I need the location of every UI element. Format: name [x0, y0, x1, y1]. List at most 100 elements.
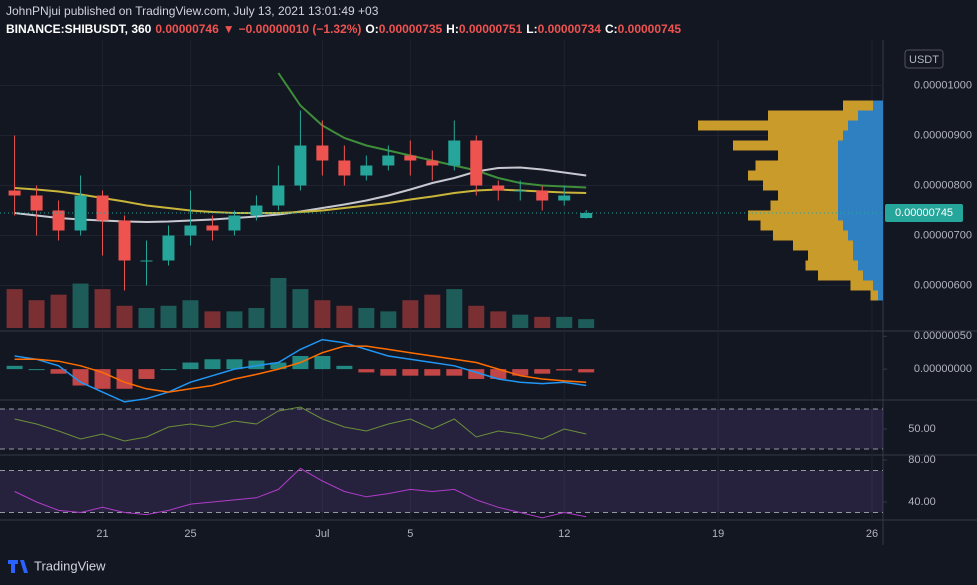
volume-bar	[138, 308, 155, 328]
macd-histogram	[490, 369, 507, 379]
y-tick-label: 50.00	[908, 423, 936, 435]
signal-line	[14, 345, 587, 393]
header-item: O:	[365, 22, 379, 36]
candle-body	[470, 140, 483, 186]
macd-histogram	[446, 369, 463, 376]
volume-bar	[72, 283, 89, 328]
profile-bar	[808, 250, 853, 261]
volume-bar	[512, 314, 529, 328]
symbol-line: BINANCE:SHIBUSDT, 360 0.00000746 ▼ −0.00000…	[6, 22, 685, 36]
header-item: H:	[446, 22, 459, 36]
volume-bar	[402, 300, 419, 328]
profile-bar	[770, 200, 838, 211]
macd-histogram	[534, 369, 551, 374]
candle-body	[536, 190, 549, 201]
volume-bar	[468, 305, 485, 328]
candle-body	[580, 213, 593, 218]
volume-bar	[556, 316, 573, 328]
brand: TradingView	[34, 558, 106, 573]
macd-histogram	[402, 369, 419, 376]
macd-histogram	[512, 369, 529, 376]
last-price-box	[885, 204, 963, 222]
macd-histogram	[226, 359, 243, 370]
value-area-bar	[838, 190, 883, 201]
profile-bar	[748, 210, 838, 221]
header-item: ▼	[222, 22, 235, 36]
candle-body	[96, 195, 109, 221]
profile-bar	[763, 180, 838, 191]
value-area-bar	[848, 230, 883, 241]
header-item: C:	[604, 22, 618, 36]
macd-histogram	[380, 369, 397, 376]
macd-histogram	[336, 365, 353, 370]
volume-bar	[6, 289, 23, 328]
profile-bar	[733, 140, 838, 151]
footer-bar	[0, 548, 977, 585]
y-tick-label: 0.00000800	[914, 179, 972, 191]
candle-body	[250, 205, 263, 216]
volume-bar	[226, 311, 243, 328]
value-area-bar	[848, 120, 883, 131]
header-item: L:	[526, 22, 538, 36]
macd-histogram	[358, 369, 375, 373]
candle-body	[316, 145, 329, 161]
volume-bar	[490, 311, 507, 328]
volume-bar	[270, 278, 287, 328]
value-area-bar	[873, 100, 883, 111]
profile-bar	[805, 260, 858, 271]
macd-histogram	[204, 359, 221, 370]
volume-bar	[358, 308, 375, 328]
macd-histogram	[248, 360, 265, 370]
volume-bar	[336, 305, 353, 328]
candle-body	[492, 185, 505, 191]
value-area-bar	[863, 270, 883, 281]
value-area-bar	[858, 260, 883, 271]
macd-histogram	[424, 369, 441, 376]
y-tick-label: 0.00000600	[914, 279, 972, 291]
header-item: 0.00000734	[537, 22, 601, 36]
currency-label: USDT	[909, 54, 939, 66]
candle-body	[360, 165, 373, 176]
macd-histogram	[270, 362, 287, 370]
y-tick-label: 0.00000050	[914, 330, 972, 342]
last-price-label: 0.00000745	[895, 207, 953, 219]
volume-bar	[94, 289, 111, 328]
currency-box	[904, 49, 944, 69]
profile-bar	[778, 150, 838, 161]
macd-histogram	[28, 369, 45, 371]
x-tick-label: 19	[712, 528, 724, 540]
candle-body	[206, 225, 219, 231]
profile-bar	[793, 240, 853, 251]
volume-bar	[292, 289, 309, 328]
profile-bar	[818, 270, 863, 281]
profile-bar	[760, 220, 843, 231]
x-tick-label: Jul	[315, 528, 329, 540]
value-area-bar	[838, 150, 883, 161]
candle-body	[118, 220, 131, 261]
candle-body	[514, 190, 527, 192]
header-item: 0.00000746	[155, 22, 219, 36]
y-tick-label: 40.00	[908, 496, 936, 508]
profile-bar	[755, 160, 838, 171]
band-fill	[0, 470, 883, 513]
profile-bar	[850, 280, 873, 291]
volume-bar	[204, 311, 221, 328]
candle-body	[426, 160, 439, 166]
header-item: −0.00000010 (−1.32%)	[238, 22, 362, 36]
y-tick-label: 0.00000900	[914, 129, 972, 141]
macd-histogram	[6, 365, 23, 370]
candle-body	[338, 160, 351, 176]
volume-bar	[116, 305, 133, 328]
volume-bar	[248, 308, 265, 328]
header-item: 0.00000735	[378, 22, 443, 36]
logo	[8, 560, 28, 573]
volume-bar	[380, 311, 397, 328]
profile-bar	[698, 120, 848, 131]
volume-bar	[534, 316, 551, 328]
x-tick-label: 26	[866, 528, 878, 540]
candle-body	[448, 140, 461, 166]
volume-bar	[424, 294, 441, 328]
header-item: BINANCE:SHIBUSDT, 360	[6, 22, 152, 36]
